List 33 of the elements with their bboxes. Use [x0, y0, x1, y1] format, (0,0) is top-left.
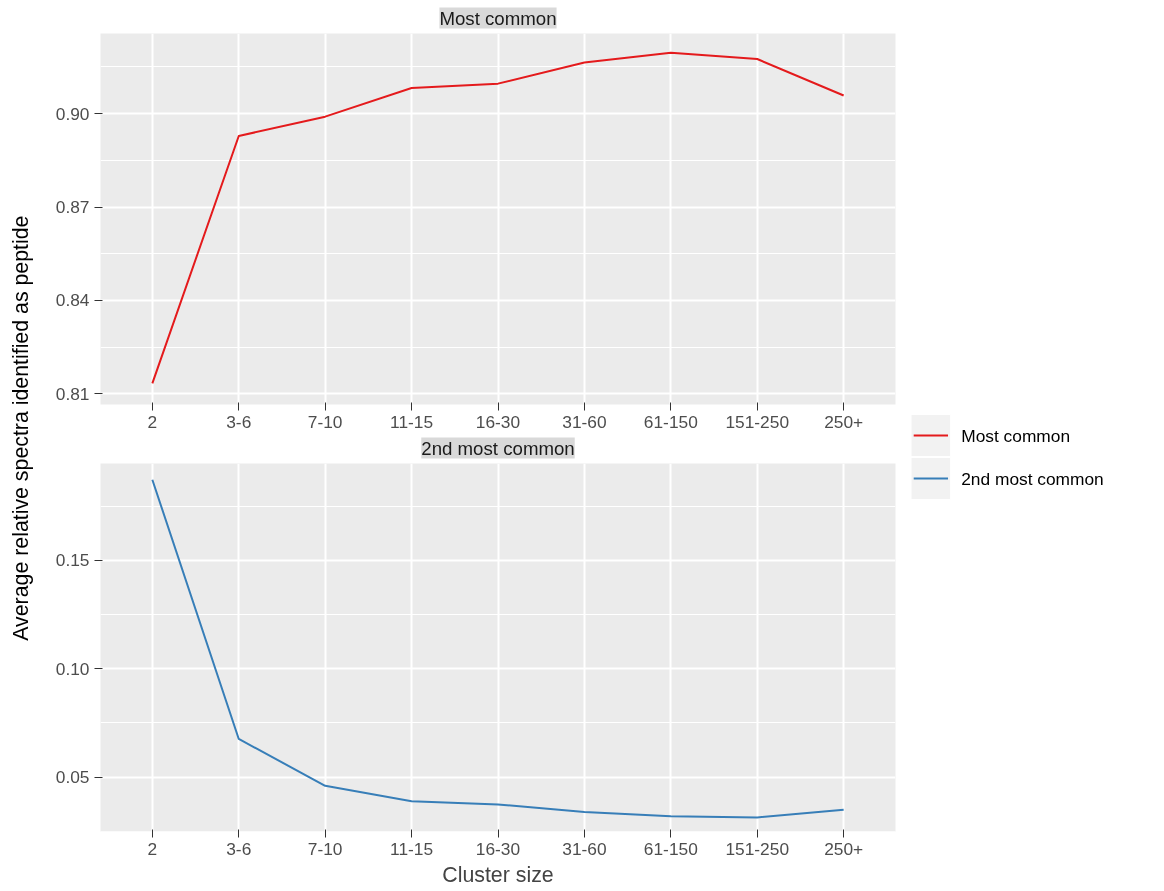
x-axis-title: Cluster size	[442, 862, 554, 887]
y-tick-label: 0.84	[55, 290, 90, 311]
x-tick-label: 31-60	[562, 838, 607, 859]
chart-title: 2nd most common	[421, 437, 575, 459]
x-tick-label: 11-15	[390, 411, 434, 432]
x-tick-label: 16-30	[475, 411, 521, 432]
line-series	[151, 478, 845, 819]
y-tick-label: 0.10	[55, 658, 90, 679]
x-tick-label: 3-6	[226, 838, 252, 859]
chart-title: Most common	[439, 7, 557, 29]
y-tick-label: 0.90	[55, 103, 90, 124]
x-tick-label: 3-6	[226, 411, 252, 432]
x-tick-label: 151-250	[725, 411, 790, 432]
x-tick-label: 16-30	[475, 838, 521, 859]
x-tick-label: 250+	[824, 838, 864, 859]
y-tick-label: 0.81	[55, 383, 90, 404]
x-tick-label: 61-150	[643, 411, 698, 432]
legend-label: 2nd most common	[961, 468, 1104, 489]
x-tick-label: 61-150	[643, 838, 698, 859]
x-tick-label: 7-10	[307, 838, 343, 859]
x-tick-label: 2	[147, 838, 158, 859]
x-tick-label: 11-15	[390, 838, 434, 859]
x-tick-label: 31-60	[562, 411, 607, 432]
line-series	[151, 51, 845, 385]
y-tick-label: 0.05	[55, 767, 90, 788]
x-tick-label: 7-10	[307, 411, 343, 432]
x-tick-label: 2	[147, 411, 158, 432]
x-tick-label: 250+	[824, 411, 864, 432]
x-tick-label: 151-250	[725, 838, 790, 859]
legend-label: Most common	[961, 425, 1071, 446]
y-tick-label: 0.15	[55, 550, 90, 571]
y-axis-title: Average relative spectra identified as peptide	[8, 215, 33, 641]
y-tick-label: 0.87	[55, 197, 90, 218]
